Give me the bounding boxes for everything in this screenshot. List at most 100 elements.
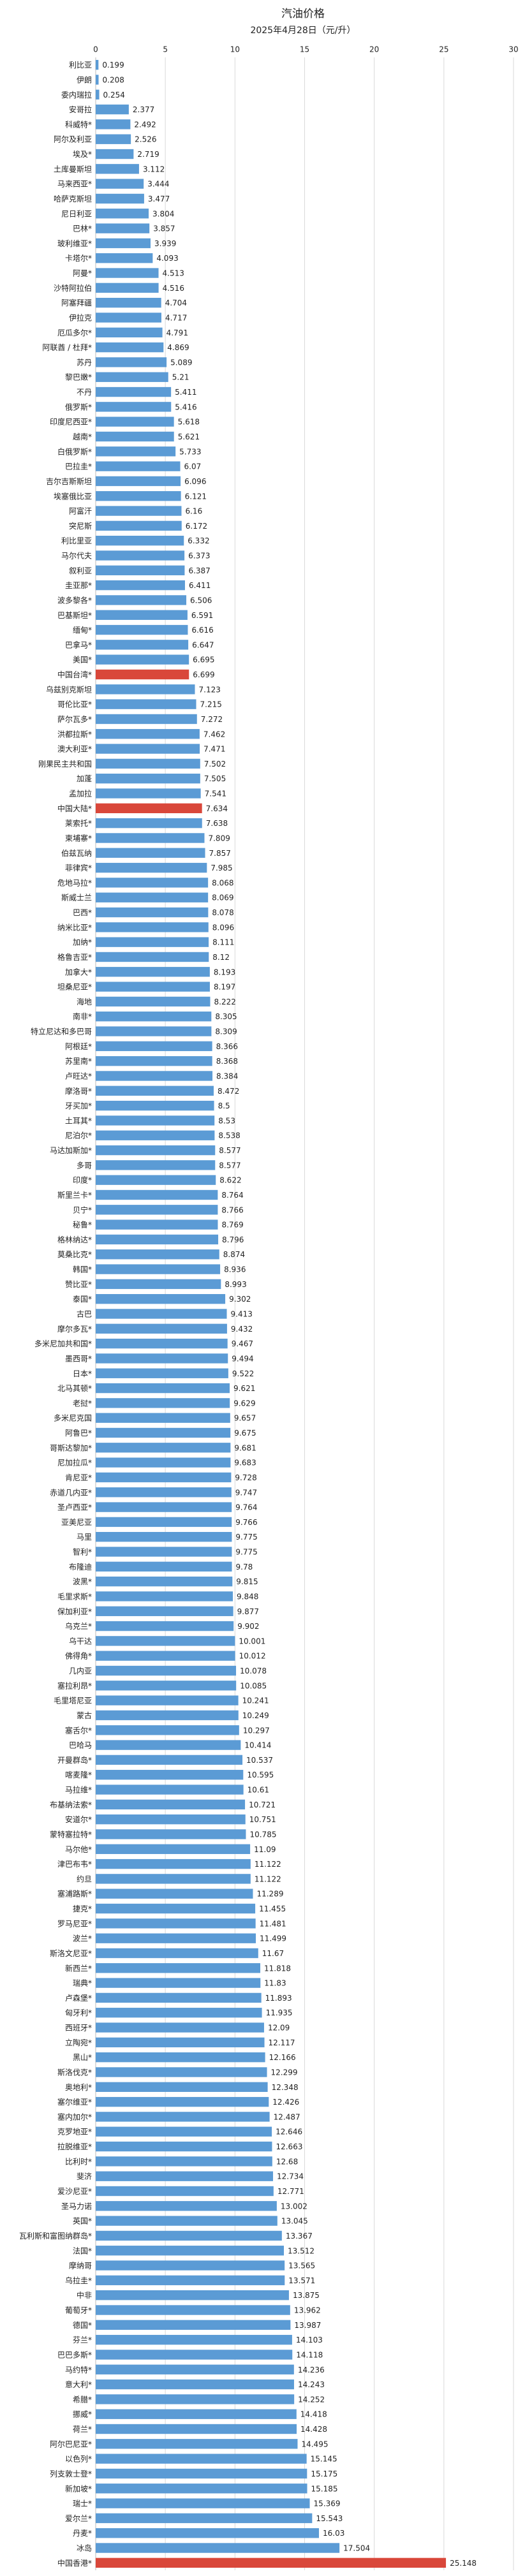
bar bbox=[96, 1517, 232, 1527]
value-label: 9.683 bbox=[234, 1459, 256, 1468]
bar bbox=[96, 684, 195, 695]
value-label: 10.085 bbox=[240, 1681, 267, 1690]
value-label: 8.096 bbox=[212, 923, 234, 932]
y-tick-label: 哥伦比亚* bbox=[57, 700, 92, 709]
y-tick-label: 布基纳法索* bbox=[50, 1800, 92, 1809]
value-label: 11.481 bbox=[260, 1919, 286, 1928]
value-label: 11.818 bbox=[264, 1964, 291, 1973]
value-label: 7.462 bbox=[203, 730, 225, 739]
y-tick-label: 伊拉克 bbox=[69, 313, 92, 322]
value-label: 9.775 bbox=[235, 1548, 257, 1557]
bar bbox=[96, 1012, 212, 1022]
value-label: 9.494 bbox=[232, 1354, 253, 1363]
value-label: 6.373 bbox=[188, 552, 210, 561]
value-label: 12.426 bbox=[272, 2098, 299, 2107]
bar bbox=[96, 982, 210, 992]
value-label: 6.07 bbox=[184, 462, 202, 471]
bar bbox=[96, 1234, 219, 1245]
value-label: 9.78 bbox=[236, 1563, 253, 1571]
bar bbox=[96, 327, 163, 337]
bar bbox=[96, 1621, 234, 1631]
value-label: 14.243 bbox=[298, 2380, 325, 2389]
y-tick-label: 中国香港* bbox=[57, 2558, 92, 2568]
bar bbox=[96, 119, 131, 129]
bar bbox=[96, 134, 131, 144]
y-tick-label: 北马其顿* bbox=[57, 1384, 92, 1393]
bar bbox=[96, 253, 153, 263]
y-tick-label: 毛里求斯* bbox=[57, 1592, 92, 1601]
bar bbox=[96, 2156, 272, 2167]
y-tick-label: 纳米比亚* bbox=[57, 923, 92, 932]
value-label: 4.516 bbox=[163, 284, 184, 293]
bar bbox=[96, 268, 159, 278]
bar bbox=[96, 2141, 272, 2152]
value-label: 9.681 bbox=[234, 1443, 256, 1452]
value-label: 13.962 bbox=[294, 2306, 321, 2315]
y-tick-label: 泰国* bbox=[73, 1295, 92, 1304]
y-tick-label: 蒙特塞拉特* bbox=[50, 1829, 92, 1839]
bar bbox=[96, 2409, 297, 2419]
bar bbox=[96, 357, 167, 367]
value-label: 15.145 bbox=[311, 2455, 337, 2464]
y-tick-label: 马达加斯加* bbox=[50, 1146, 92, 1155]
bar bbox=[96, 535, 184, 546]
y-tick-label: 希腊* bbox=[73, 2394, 92, 2404]
y-tick-label: 孟加拉 bbox=[69, 789, 92, 799]
bar bbox=[96, 238, 151, 249]
y-tick-label: 柬埔寨* bbox=[65, 833, 92, 843]
y-tick-label: 开曼群岛* bbox=[57, 1755, 92, 1765]
y-tick-label: 斐济 bbox=[77, 2172, 92, 2181]
bar bbox=[96, 1041, 212, 1052]
y-tick-label: 阿尔巴尼亚* bbox=[50, 2439, 92, 2448]
value-label: 6.332 bbox=[188, 536, 209, 545]
value-label: 3.477 bbox=[148, 195, 170, 203]
bar bbox=[96, 1130, 215, 1140]
y-tick-label: 刚果民主共和国 bbox=[38, 760, 92, 769]
y-tick-label: 瓦利斯和富图纳群岛* bbox=[19, 2231, 92, 2241]
value-label: 9.775 bbox=[235, 1533, 257, 1542]
value-label: 8.769 bbox=[221, 1221, 243, 1230]
bar bbox=[96, 1695, 239, 1705]
bar bbox=[96, 179, 144, 189]
value-label: 15.543 bbox=[316, 2514, 343, 2523]
bar bbox=[96, 2037, 265, 2048]
value-label: 11.455 bbox=[259, 1904, 286, 1913]
bar bbox=[96, 1561, 232, 1572]
y-tick-label: 突尼斯 bbox=[69, 521, 92, 531]
bar bbox=[96, 164, 139, 174]
bar bbox=[96, 967, 210, 977]
y-tick-label: 保加利亚* bbox=[57, 1607, 92, 1616]
bar bbox=[96, 2364, 294, 2374]
bar bbox=[96, 1725, 239, 1735]
value-label: 25.148 bbox=[450, 2559, 477, 2568]
y-tick-label: 法国* bbox=[73, 2246, 92, 2255]
value-label: 0.199 bbox=[102, 61, 124, 70]
y-tick-label: 肯尼亚* bbox=[65, 1473, 92, 1482]
bar bbox=[96, 1814, 246, 1825]
y-tick-label: 瑞士* bbox=[73, 2499, 92, 2508]
y-tick-label: 贝宁* bbox=[73, 1205, 92, 1214]
bar bbox=[96, 2246, 285, 2256]
bar bbox=[96, 862, 207, 873]
y-tick-label: 波多黎各* bbox=[57, 595, 92, 605]
bar bbox=[96, 2305, 290, 2315]
bar bbox=[96, 1547, 232, 1557]
bar bbox=[96, 818, 202, 828]
value-label: 5.416 bbox=[175, 402, 196, 411]
value-label: 8.305 bbox=[215, 1012, 237, 1021]
value-label: 3.804 bbox=[152, 209, 174, 218]
y-tick-label: 赞比亚* bbox=[65, 1280, 92, 1289]
y-tick-label: 中国台湾* bbox=[57, 670, 92, 679]
value-label: 4.717 bbox=[165, 313, 187, 322]
y-tick-label: 卢旺达* bbox=[65, 1071, 92, 1080]
value-label: 11.122 bbox=[255, 1860, 281, 1869]
y-tick-label: 厄瓜多尔* bbox=[57, 328, 92, 337]
value-label: 2.526 bbox=[135, 135, 156, 144]
value-label: 2.719 bbox=[137, 150, 159, 159]
value-label: 7.502 bbox=[204, 760, 226, 769]
y-tick-label: 哈萨克斯坦 bbox=[54, 195, 92, 203]
bar bbox=[96, 313, 161, 323]
y-tick-label: 土库曼斯坦 bbox=[54, 164, 92, 173]
bar bbox=[96, 1205, 218, 1215]
bar bbox=[96, 431, 174, 442]
